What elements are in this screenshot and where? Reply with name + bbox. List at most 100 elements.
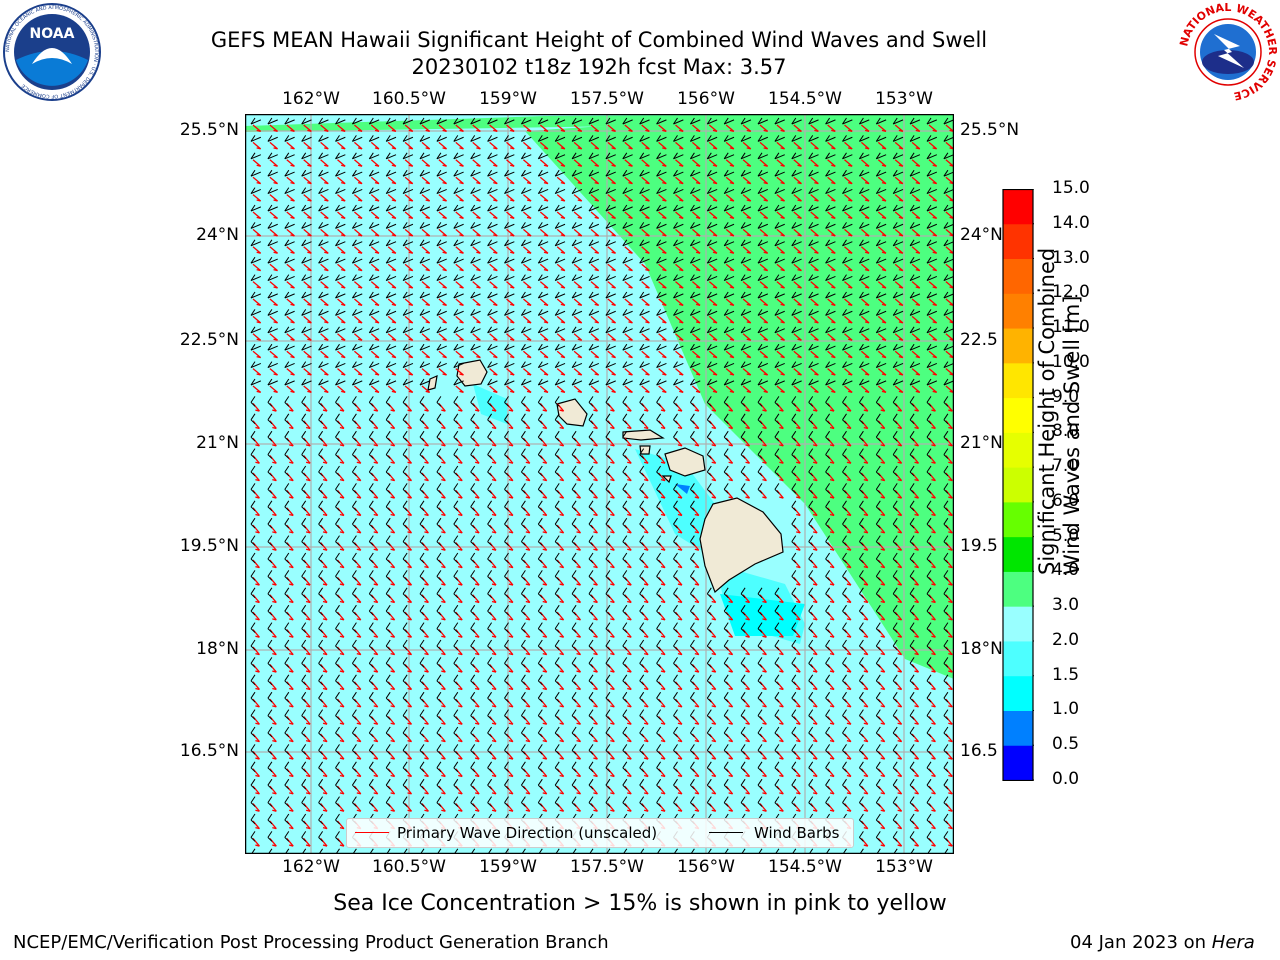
wave-direction-arrowhead — [780, 199, 785, 202]
wave-direction-arrowhead — [307, 129, 312, 133]
wave-direction-arrowhead — [322, 479, 328, 482]
wave-direction-arrowhead — [679, 251, 684, 254]
wave-direction-arrow — [810, 124, 819, 132]
wave-direction-arrowhead — [543, 355, 549, 359]
wave-direction-arrow — [539, 350, 549, 359]
wave-direction-arrowhead — [915, 251, 920, 254]
wave-direction-arrow — [827, 385, 836, 393]
wave-direction-arrow — [387, 176, 397, 185]
wave-direction-arrowhead — [745, 426, 750, 430]
wave-direction-arrowhead — [307, 234, 312, 237]
wave-direction-arrow — [776, 281, 785, 289]
wave-direction-arrowhead — [931, 461, 936, 464]
wave-direction-arrowhead — [373, 444, 378, 447]
island-kahoolawe — [661, 475, 672, 484]
wave-direction-arrowhead — [780, 390, 785, 394]
wave-direction-arrowhead — [560, 199, 566, 202]
wave-direction-arrowhead — [679, 355, 684, 359]
wave-direction-arrowhead — [441, 444, 446, 447]
wave-direction-arrowhead — [915, 373, 920, 376]
wave-direction-arrow — [489, 281, 498, 289]
wave-direction-arrow — [742, 246, 752, 254]
wave-direction-arrowhead — [863, 409, 868, 412]
wave-direction-arrowhead — [255, 409, 260, 412]
wave-direction-arrow — [607, 281, 616, 289]
wave-direction-arrowhead — [780, 234, 785, 237]
wave-direction-arrow — [827, 368, 836, 376]
wave-direction-arrow — [489, 194, 498, 202]
wave-direction-arrowhead — [307, 373, 312, 376]
wave-direction-arrowhead — [442, 164, 447, 167]
wave-direction-arrowhead — [341, 164, 346, 167]
wave-direction-arrowhead — [679, 338, 684, 341]
wave-direction-arrowhead — [273, 164, 278, 167]
wave-direction-arrowhead — [848, 338, 853, 341]
wave-direction-arrowhead — [729, 216, 735, 220]
wave-direction-arrow — [658, 194, 667, 202]
wave-direction-arrowhead — [357, 268, 363, 272]
wave-direction-arrowhead — [679, 286, 684, 289]
wave-direction-arrowhead — [357, 199, 363, 202]
wave-direction-arrowhead — [611, 373, 616, 376]
wave-direction-arrowhead — [611, 234, 616, 237]
wave-direction-arrowhead — [915, 338, 920, 341]
wave-direction-arrow — [455, 176, 464, 185]
wave-direction-arrow — [269, 141, 278, 150]
wave-direction-arrow — [353, 246, 363, 254]
wave-direction-arrow — [877, 124, 887, 132]
wave-direction-arrow — [438, 176, 447, 185]
wave-direction-arrow — [641, 159, 650, 167]
wave-direction-arrowhead — [643, 461, 649, 464]
wave-direction-arrowhead — [339, 513, 345, 517]
wave-direction-arrow — [455, 368, 464, 376]
wave-direction-arrow — [945, 333, 954, 341]
wave-direction-arrow — [810, 298, 819, 306]
wave-direction-arrowhead — [729, 181, 735, 185]
wave-direction-arrowhead — [880, 444, 885, 447]
wave-direction-arrow — [641, 194, 650, 202]
wave-direction-arrow — [472, 159, 481, 167]
wave-direction-arrow — [691, 228, 701, 237]
wave-direction-arrow — [573, 141, 583, 150]
wave-direction-arrow — [675, 124, 684, 132]
wave-direction-arrowhead — [390, 513, 395, 517]
wave-direction-arrowhead — [848, 181, 853, 185]
wave-direction-arrowhead — [880, 461, 885, 464]
wave-direction-arrow — [489, 385, 498, 393]
wave-direction-arrowhead — [898, 251, 904, 254]
wave-direction-arrowhead — [763, 286, 768, 289]
wave-direction-arrow — [827, 176, 836, 185]
wave-direction-arrowhead — [848, 129, 853, 133]
wave-direction-arrowhead — [814, 199, 819, 202]
wave-direction-arrowhead — [796, 496, 801, 499]
wave-direction-arrow — [286, 385, 295, 393]
wave-direction-arrow — [624, 194, 633, 202]
wave-direction-arrowhead — [915, 355, 920, 359]
wave-direction-arrowhead — [256, 181, 261, 185]
wave-direction-arrow — [353, 141, 363, 150]
wave-direction-arrow — [928, 298, 938, 306]
wave-direction-arrowhead — [272, 461, 277, 464]
wave-direction-arrowhead — [391, 286, 397, 289]
wave-direction-arrow — [421, 315, 431, 324]
wave-direction-arrowhead — [442, 147, 447, 150]
wave-direction-arrow — [928, 124, 938, 132]
wave-direction-arrowhead — [305, 426, 311, 430]
wave-direction-arrow — [945, 263, 954, 272]
wave-direction-arrow — [506, 315, 515, 324]
wave-direction-arrowhead — [307, 164, 312, 167]
wave-direction-arrow — [506, 124, 515, 132]
wave-direction-arrowhead — [491, 479, 497, 482]
wave-direction-arrowhead — [915, 181, 920, 185]
wave-direction-arrowhead — [695, 147, 701, 150]
wave-direction-arrowhead — [256, 216, 261, 220]
wave-direction-arrowhead — [831, 129, 836, 133]
wave-direction-arrow — [776, 176, 785, 185]
wave-direction-arrow — [438, 228, 447, 237]
wave-direction-arrow — [827, 141, 836, 150]
wave-direction-arrow — [522, 246, 532, 254]
wave-direction-arrow — [489, 176, 498, 185]
wave-direction-arrowhead — [712, 129, 718, 133]
wave-direction-arrowhead — [898, 164, 904, 167]
wave-direction-arrowhead — [679, 303, 684, 307]
